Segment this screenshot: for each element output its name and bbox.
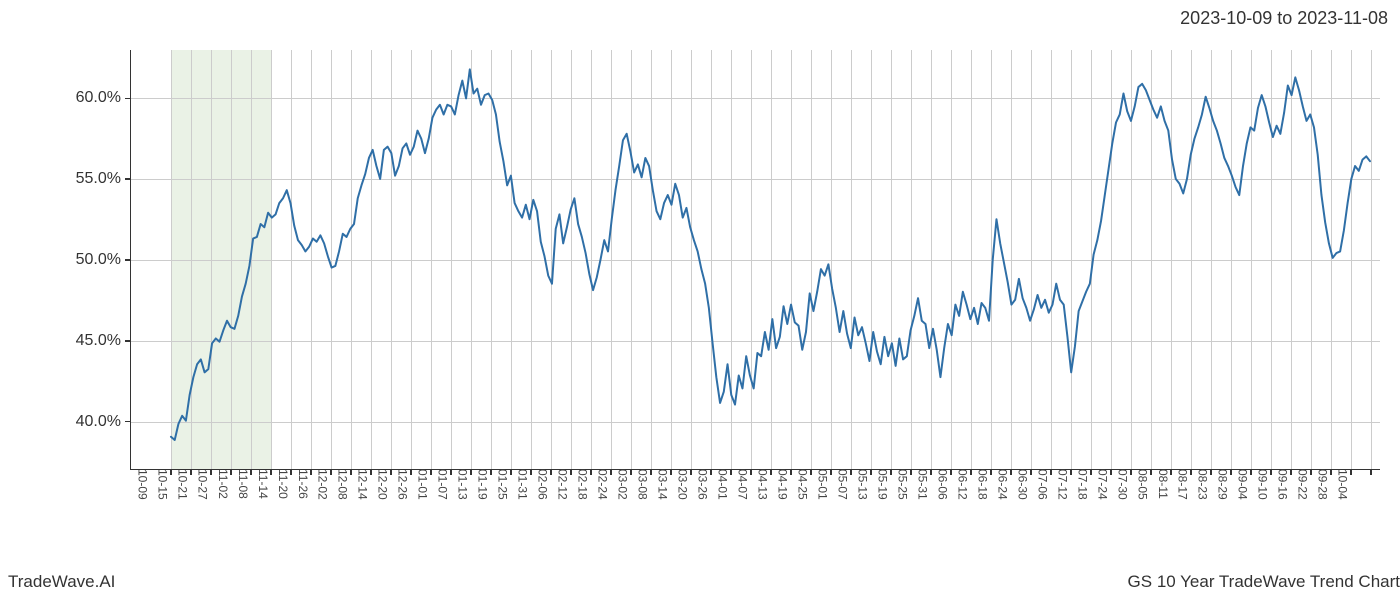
x-tick-label: 12-08 bbox=[336, 469, 356, 500]
x-tick-label: 04-13 bbox=[756, 469, 776, 500]
y-tick-label: 55.0% bbox=[76, 170, 131, 188]
x-tick-label: 05-31 bbox=[916, 469, 936, 500]
x-tick-label: 03-02 bbox=[616, 469, 636, 500]
x-tick-label: 09-04 bbox=[1236, 469, 1256, 500]
x-tick-label: 10-15 bbox=[156, 469, 176, 500]
x-tick-label: 02-12 bbox=[556, 469, 576, 500]
x-tick-label: 02-18 bbox=[576, 469, 596, 500]
y-tick-label: 40.0% bbox=[76, 413, 131, 431]
x-tick-label: 05-19 bbox=[876, 469, 896, 500]
x-tick-label: 09-16 bbox=[1276, 469, 1296, 500]
y-tick-label: 45.0% bbox=[76, 332, 131, 350]
x-tick-label: 08-11 bbox=[1156, 469, 1176, 499]
footer-title: GS 10 Year TradeWave Trend Chart bbox=[1128, 572, 1400, 592]
x-tick-label: 06-24 bbox=[996, 469, 1016, 500]
x-tick-label: 07-24 bbox=[1096, 469, 1116, 500]
x-tick-label: 12-20 bbox=[376, 469, 396, 500]
x-tick-label: 05-25 bbox=[896, 469, 916, 500]
x-tick-label: 01-31 bbox=[516, 469, 536, 500]
x-tick-label: 04-19 bbox=[776, 469, 796, 500]
x-tick-label: 11-20 bbox=[276, 469, 296, 499]
x-tick-label: 11-08 bbox=[236, 469, 256, 499]
x-tick-label: 10-04 bbox=[1336, 469, 1356, 500]
x-tick-label: 12-02 bbox=[316, 469, 336, 500]
x-tick-label: 04-07 bbox=[736, 469, 756, 500]
x-tick-label: 05-01 bbox=[816, 469, 836, 500]
x-tick-label: 09-10 bbox=[1256, 469, 1276, 500]
x-tick-label: 01-07 bbox=[436, 469, 456, 500]
x-tick-label: 10-09 bbox=[136, 469, 156, 500]
x-tick-label: 07-30 bbox=[1116, 469, 1136, 500]
x-tick-label: 11-02 bbox=[216, 469, 236, 499]
x-tick-label: 06-12 bbox=[956, 469, 976, 500]
x-tick-label: 11-14 bbox=[256, 469, 276, 499]
x-tick-label: 06-30 bbox=[1016, 469, 1036, 500]
x-tick-label: 03-08 bbox=[636, 469, 656, 500]
x-tick-label: 01-01 bbox=[416, 469, 436, 500]
x-tick-label: 06-06 bbox=[936, 469, 956, 500]
x-tick-label: 12-14 bbox=[356, 469, 376, 500]
x-tick-label: 09-22 bbox=[1296, 469, 1316, 500]
x-tick-label: 10-27 bbox=[196, 469, 216, 500]
x-tick-label: 08-29 bbox=[1216, 469, 1236, 500]
x-tick-label: 01-13 bbox=[456, 469, 476, 500]
x-tick-label: 05-13 bbox=[856, 469, 876, 500]
y-tick-label: 50.0% bbox=[76, 251, 131, 269]
x-tick-label: 08-05 bbox=[1136, 469, 1156, 500]
x-tick-label: 02-06 bbox=[536, 469, 556, 500]
date-range-header: 2023-10-09 to 2023-11-08 bbox=[1180, 8, 1388, 29]
x-tick-label: 04-01 bbox=[716, 469, 736, 500]
x-tick-label: 01-19 bbox=[476, 469, 496, 500]
x-tick-label: 04-25 bbox=[796, 469, 816, 500]
plot-box: 40.0%45.0%50.0%55.0%60.0% 10-0910-1510-2… bbox=[130, 50, 1380, 470]
line-series bbox=[131, 50, 1380, 469]
x-tick-label: 03-20 bbox=[676, 469, 696, 500]
x-tick-label: 07-18 bbox=[1076, 469, 1096, 500]
x-tick-label: 10-21 bbox=[176, 469, 196, 500]
x-tick-label: 03-26 bbox=[696, 469, 716, 500]
x-tick-label: 01-25 bbox=[496, 469, 516, 500]
x-tick-label: 03-14 bbox=[656, 469, 676, 500]
x-tick-label: 09-28 bbox=[1316, 469, 1336, 500]
x-tick-label: 07-06 bbox=[1036, 469, 1056, 500]
x-tick-label: 07-12 bbox=[1056, 469, 1076, 500]
x-tick-label: 08-17 bbox=[1176, 469, 1196, 500]
x-tick-label: 12-26 bbox=[396, 469, 416, 500]
x-tick-label: 08-23 bbox=[1196, 469, 1216, 500]
x-tick-label: 02-24 bbox=[596, 469, 616, 500]
chart-area: 40.0%45.0%50.0%55.0%60.0% 10-0910-1510-2… bbox=[130, 50, 1380, 470]
footer-brand: TradeWave.AI bbox=[8, 572, 115, 592]
x-tick-label: 11-26 bbox=[296, 469, 316, 499]
x-tick-label: 06-18 bbox=[976, 469, 996, 500]
y-tick-label: 60.0% bbox=[76, 89, 131, 107]
x-tick-label: 05-07 bbox=[836, 469, 856, 500]
